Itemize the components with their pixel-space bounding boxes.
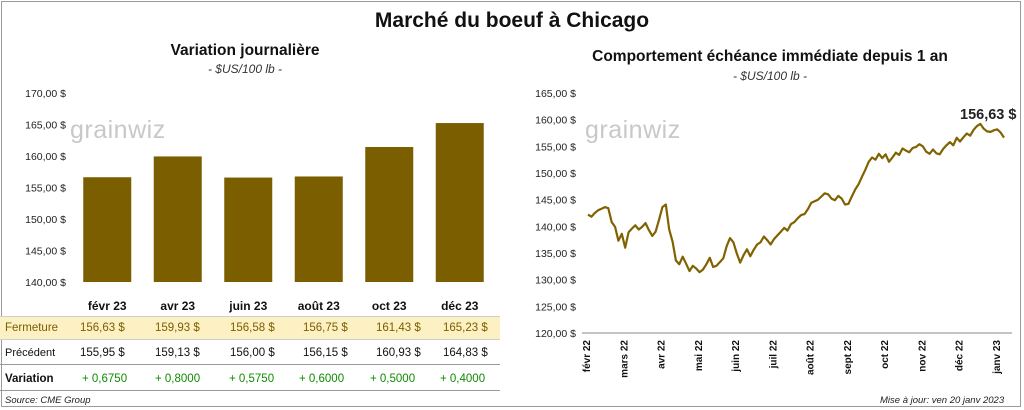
y-tick-label: 130,00 $	[535, 275, 576, 287]
y-tick-label: 150,00 $	[535, 168, 576, 180]
x-tick-label: juin 23	[228, 299, 267, 313]
main-title: Marché du boeuf à Chicago	[374, 9, 650, 32]
y-tick-label: 165,00 $	[535, 88, 576, 100]
table-row-fermeture: Fermeture 156,63 $ 159,93 $ 156,58 $ 156…	[0, 316, 500, 340]
bar	[153, 156, 202, 282]
y-tick-label: 140,00 $	[25, 277, 66, 289]
table-cell: + 0,6750	[82, 373, 128, 385]
x-tick-label: févr 23	[88, 299, 127, 313]
x-tick-label: nov 22	[917, 340, 928, 372]
table-cell: 159,13 $	[155, 347, 200, 359]
bar	[435, 123, 484, 283]
table-cell: + 0,5000	[370, 373, 416, 385]
bar	[83, 177, 132, 282]
y-tick-label: 125,00 $	[535, 301, 576, 313]
table-cell: 165,23 $	[443, 322, 488, 334]
x-tick-label: déc 22	[955, 340, 966, 372]
x-tick-label: oct 22	[880, 340, 891, 369]
table-cell: + 0,4000	[440, 373, 486, 385]
bar	[224, 177, 273, 282]
x-tick-label: oct 23	[372, 299, 407, 313]
y-tick-label: 155,00 $	[25, 183, 66, 195]
table-cell: + 0,8000	[155, 373, 201, 385]
table-cell: + 0,6000	[299, 373, 345, 385]
table-cell: 159,93 $	[155, 322, 200, 334]
source-note: Source: CME Group	[5, 395, 91, 406]
x-tick-label: avr 22	[657, 340, 668, 369]
bar	[365, 146, 414, 282]
y-tick-label: 140,00 $	[535, 221, 576, 233]
table-cell: 156,63 $	[80, 322, 125, 334]
y-tick-label: 160,00 $	[535, 115, 576, 127]
table-cell: + 0,5750	[229, 373, 275, 385]
table-cell: 156,75 $	[303, 322, 348, 334]
x-tick-label: sept 22	[843, 340, 854, 375]
left-chart-title: Variation journalière	[170, 42, 320, 59]
update-note: Mise à jour: ven 20 janv 2023	[880, 395, 1005, 406]
x-tick-label: mars 22	[619, 340, 630, 378]
row-label: Fermeture	[5, 322, 59, 334]
line-chart: 120,00 $ 125,00 $ 130,00 $ 135,00 $ 140,00 $…	[535, 88, 1012, 378]
price-line	[587, 122, 1005, 274]
y-tick-label: 150,00 $	[25, 214, 66, 226]
x-tick-label: août 23	[298, 299, 340, 313]
y-tick-label: 145,00 $	[535, 195, 576, 207]
bar	[294, 176, 343, 282]
y-tick-label: 145,00 $	[25, 246, 66, 258]
table-row-variation: Variation + 0,6750 + 0,8000 + 0,5750 + 0…	[0, 368, 500, 391]
last-value-label: 156,63 $	[960, 107, 1017, 123]
table-cell: 155,95 $	[80, 347, 125, 359]
x-tick-label: juin 22	[731, 340, 742, 373]
table-cell: 156,15 $	[303, 347, 348, 359]
y-tick-label: 120,00 $	[535, 328, 576, 340]
x-tick-label: janv 23	[992, 340, 1003, 375]
x-tick-label: mai 22	[694, 340, 705, 372]
x-tick-label: juil 22	[768, 340, 779, 370]
right-chart-title: Comportement échéance immédiate depuis 1…	[592, 48, 948, 65]
y-tick-label: 165,00 $	[25, 120, 66, 132]
right-chart-unit: - $US/100 lb -	[732, 69, 808, 83]
table-cell: 156,58 $	[230, 322, 275, 334]
x-tick-label: févr 22	[582, 340, 593, 373]
table-cell: 161,43 $	[376, 322, 421, 334]
y-tick-label: 135,00 $	[535, 248, 576, 260]
x-tick-label: déc 23	[441, 299, 479, 313]
x-tick-label: août 22	[806, 340, 817, 375]
bar-chart: 140,00 $ 145,00 $ 150,00 $ 155,00 $ 160,00 $…	[25, 88, 484, 313]
left-watermark-logo: grainwiz	[70, 116, 166, 144]
x-tick-label: avr 23	[160, 299, 195, 313]
row-label: Précédent	[5, 347, 56, 359]
y-tick-label: 155,00 $	[535, 141, 576, 153]
y-tick-label: 170,00 $	[25, 88, 66, 100]
left-chart-unit: - $US/100 lb -	[207, 62, 283, 76]
right-watermark-logo: grainwiz	[585, 116, 681, 144]
table-cell: 156,00 $	[230, 347, 275, 359]
table-row-precedent: Précédent 155,95 $ 159,13 $ 156,00 $ 156…	[0, 342, 500, 365]
row-label: Variation	[5, 373, 54, 385]
y-tick-label: 160,00 $	[25, 151, 66, 163]
table-cell: 164,83 $	[443, 347, 488, 359]
table-cell: 160,93 $	[376, 347, 421, 359]
